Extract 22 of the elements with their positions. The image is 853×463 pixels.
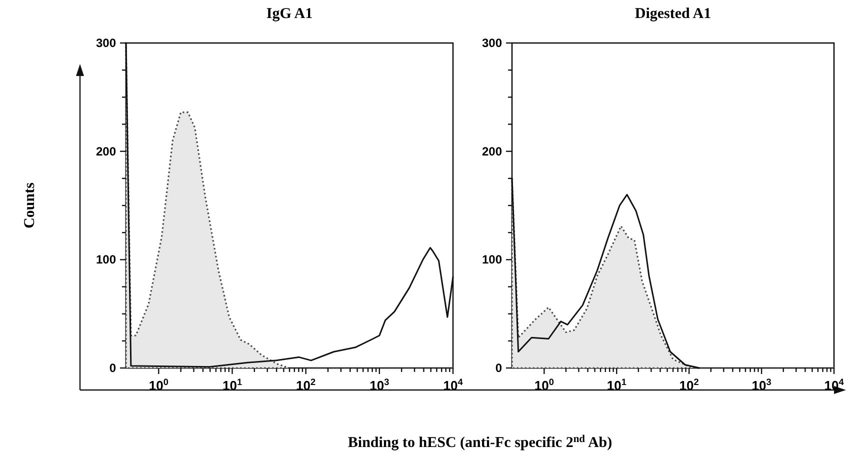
y-tick-label: 300 — [482, 36, 502, 50]
x-tick-label: 10$^{3}$ — [752, 377, 772, 393]
chart-title: Digested A1 — [634, 6, 712, 22]
y-tick-label: 0 — [109, 361, 116, 375]
x-axis-title: Binding to hESC (anti-Fc specific 2$^{nd}$ Ab) — [348, 434, 612, 451]
y-axis-title: Counts — [22, 182, 38, 228]
y-tick-label: 0 — [495, 361, 502, 375]
chart-title: IgG A1 — [266, 6, 313, 22]
y-tick-label: 100 — [96, 252, 116, 267]
x-tick-label: 10$^{1}$ — [606, 377, 626, 393]
y-tick-label: 100 — [482, 252, 502, 267]
y-tick-label: 200 — [96, 144, 116, 158]
x-tick-label: 10$^{0}$ — [534, 377, 554, 393]
x-tick-label: 10$^{0}$ — [148, 377, 168, 393]
x-tick-label: 10$^{4}$ — [824, 377, 845, 393]
x-tick-label: 10$^{2}$ — [296, 377, 316, 393]
x-tick-label: 10$^{3}$ — [370, 377, 390, 393]
x-tick-label: 10$^{1}$ — [222, 377, 242, 393]
y-tick-label: 300 — [96, 36, 116, 50]
x-tick-label: 10$^{2}$ — [679, 377, 699, 393]
x-tick-label: 10$^{4}$ — [443, 377, 464, 393]
y-tick-label: 200 — [482, 144, 502, 158]
